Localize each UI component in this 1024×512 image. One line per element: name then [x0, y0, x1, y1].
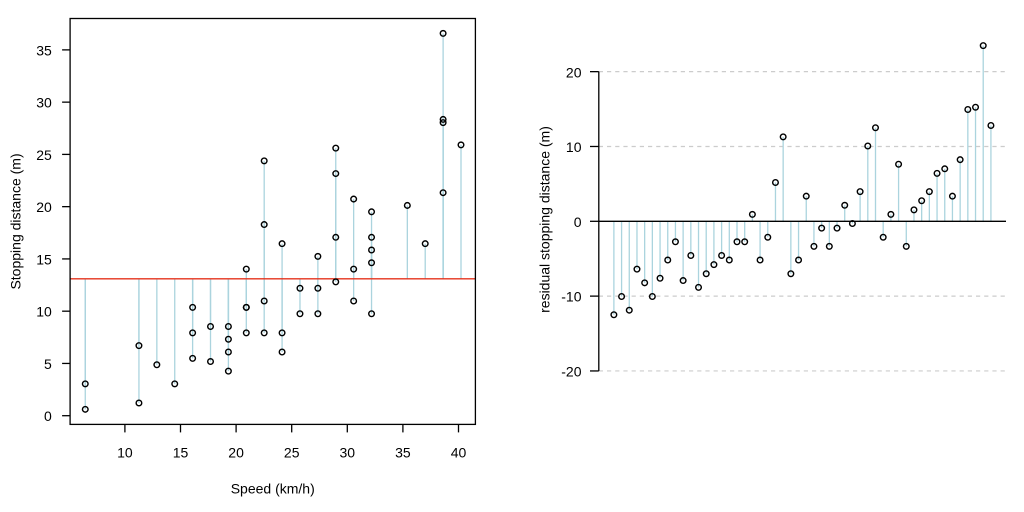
svg-text:40: 40: [451, 445, 467, 461]
svg-text:20: 20: [36, 199, 52, 215]
svg-text:20: 20: [566, 64, 582, 80]
svg-text:-20: -20: [561, 364, 581, 380]
svg-text:20: 20: [228, 445, 244, 461]
svg-text:15: 15: [173, 445, 189, 461]
svg-text:0: 0: [44, 408, 52, 424]
svg-text:10: 10: [566, 139, 582, 155]
svg-text:Speed (km/h): Speed (km/h): [231, 481, 315, 497]
svg-text:25: 25: [284, 445, 300, 461]
svg-text:-10: -10: [561, 289, 581, 305]
svg-text:35: 35: [36, 42, 52, 58]
svg-text:residual stopping distance (m): residual stopping distance (m): [537, 126, 553, 313]
svg-text:Stopping distance (m): Stopping distance (m): [8, 153, 24, 289]
svg-text:25: 25: [36, 147, 52, 163]
svg-text:10: 10: [117, 445, 133, 461]
svg-text:30: 30: [36, 95, 52, 111]
svg-text:30: 30: [340, 445, 356, 461]
svg-text:35: 35: [395, 445, 411, 461]
svg-text:15: 15: [36, 251, 52, 267]
svg-text:5: 5: [44, 356, 52, 372]
svg-text:10: 10: [36, 304, 52, 320]
svg-text:0: 0: [574, 214, 582, 230]
